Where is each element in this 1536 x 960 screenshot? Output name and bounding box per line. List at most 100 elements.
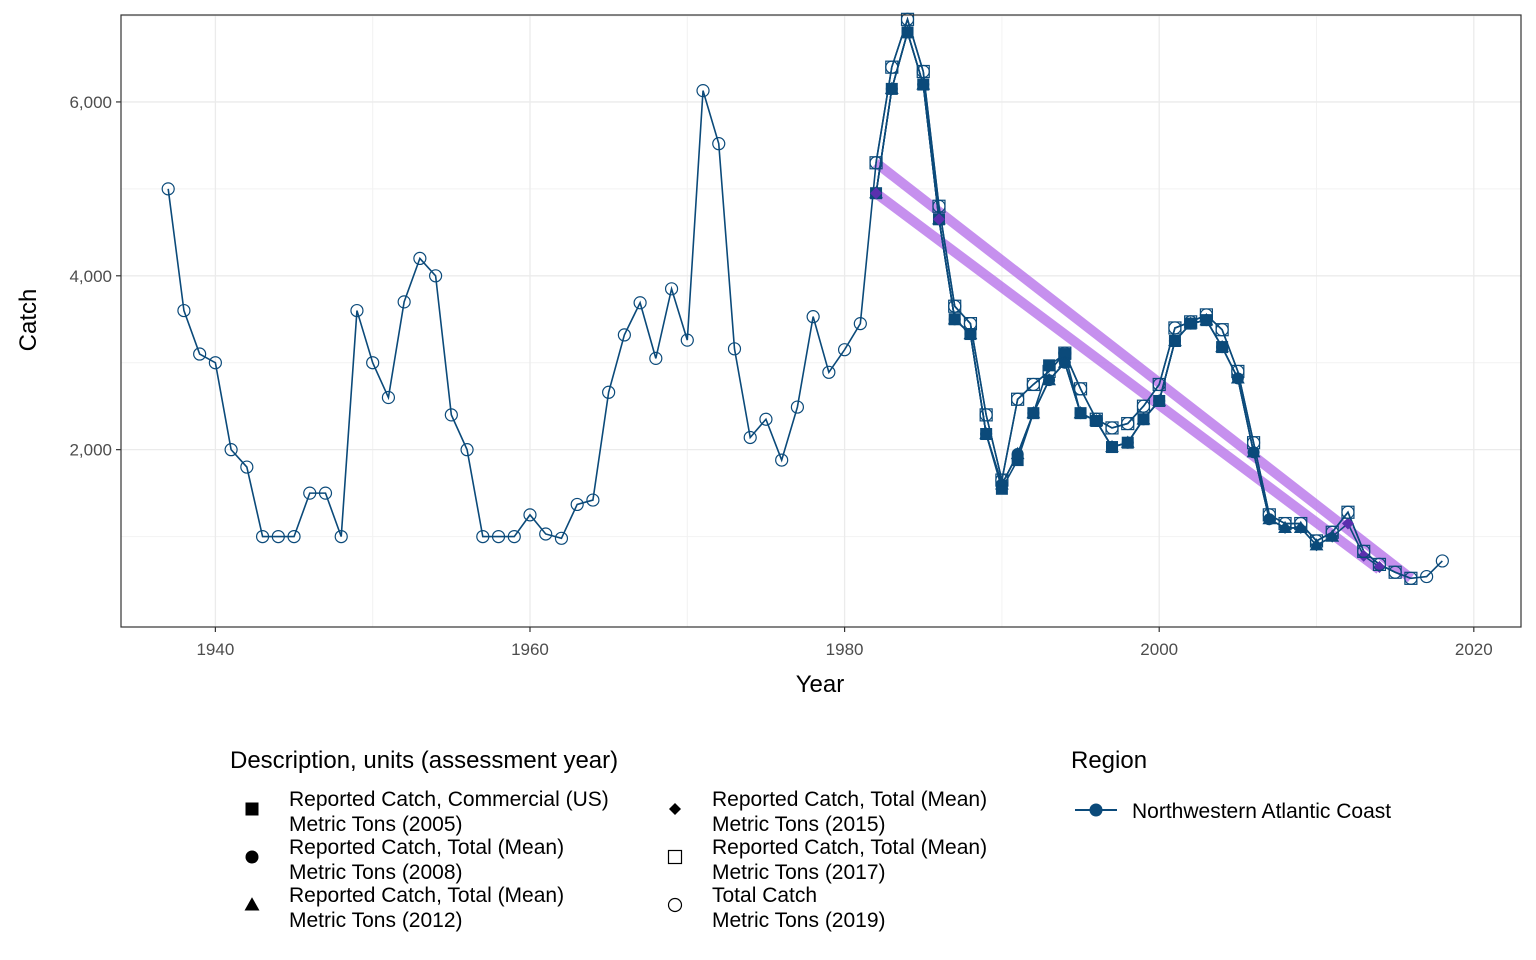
data-point-open-circle xyxy=(775,453,789,467)
data-point-open-circle xyxy=(696,84,710,98)
data-point-diamond xyxy=(870,187,883,200)
legend-label-line2: Metric Tons (2012) xyxy=(289,909,463,932)
data-point-open-circle xyxy=(255,529,270,544)
data-point-open-circle xyxy=(869,156,883,170)
legend-item: Reported Catch, Total (Mean)Metric Tons … xyxy=(244,884,564,932)
data-point-diamond xyxy=(1216,341,1229,354)
data-point-open-circle xyxy=(507,529,521,544)
data-point-open-circle xyxy=(667,897,683,913)
data-point-open-circle xyxy=(649,351,663,365)
legend-label-line2: Metric Tons (2008) xyxy=(289,861,463,884)
data-point-open-circle xyxy=(271,529,285,544)
data-point-open-circle xyxy=(633,296,647,310)
data-point-square xyxy=(245,802,259,816)
region-legend-title: Region xyxy=(1071,747,1147,774)
data-point-diamond xyxy=(1294,521,1307,534)
data-point-diamond xyxy=(885,82,898,95)
legend-label-line2: Metric Tons (2015) xyxy=(712,813,886,836)
x-tick-label: 1980 xyxy=(826,640,864,659)
data-point-open-circle xyxy=(1121,416,1135,431)
data-point-open-circle xyxy=(208,356,222,370)
data-point-open-circle xyxy=(837,343,852,357)
data-point-open-circle xyxy=(822,365,836,379)
data-point-diamond xyxy=(980,428,993,441)
legend-item: Reported Catch, Total (Mean)Metric Tons … xyxy=(669,788,987,836)
data-point-diamond xyxy=(995,478,1008,491)
data-point-diamond xyxy=(1121,436,1134,449)
data-point-open-circle xyxy=(193,347,207,361)
data-point-open-circle xyxy=(303,486,317,500)
data-point-open-circle xyxy=(900,12,915,26)
data-point-open-circle xyxy=(1420,569,1434,584)
y-axis-title: Catch xyxy=(15,289,42,352)
data-point-diamond xyxy=(1153,394,1166,407)
data-point-open-circle xyxy=(161,182,175,196)
data-point-open-circle xyxy=(334,529,348,544)
data-point-open-circle xyxy=(554,531,569,545)
legend-label-line2: Metric Tons (2019) xyxy=(712,909,886,932)
data-point-open-circle xyxy=(1042,364,1056,379)
data-point-diamond xyxy=(1200,314,1213,327)
data-point-open-circle xyxy=(1058,346,1072,360)
data-point-diamond xyxy=(948,313,961,326)
data-point-open-circle xyxy=(602,385,616,399)
y-tick-label: 2,000 xyxy=(69,441,112,460)
data-point-open-circle xyxy=(712,137,726,151)
region-legend-label: Northwestern Atlantic Coast xyxy=(1132,800,1391,823)
legend-label-line1: Reported Catch, Total (Mean) xyxy=(289,884,564,907)
data-point-open-circle xyxy=(1309,534,1324,548)
data-point-diamond xyxy=(1168,334,1181,347)
trend-line xyxy=(872,158,1414,583)
data-point-open-circle xyxy=(1199,308,1213,322)
region-legend-item: Northwestern Atlantic Coast xyxy=(1075,800,1391,823)
data-point-open-circle xyxy=(853,317,867,331)
data-point-open-circle xyxy=(680,333,694,347)
data-point-open-circle xyxy=(1357,544,1371,558)
data-point-open-circle xyxy=(1168,321,1182,335)
data-point-open-circle xyxy=(979,408,993,422)
legend-label-line1: Total Catch xyxy=(712,884,817,907)
x-tick-label: 2000 xyxy=(1140,640,1178,659)
data-point-circle xyxy=(245,850,259,864)
data-point-open-circle xyxy=(948,299,962,313)
data-point-open-circle xyxy=(1435,554,1449,568)
data-point-open-circle xyxy=(586,493,600,507)
data-point-open-circle xyxy=(1152,377,1166,392)
data-point-square xyxy=(1058,348,1071,361)
data-point-open-circle xyxy=(539,527,553,541)
data-point-open-square xyxy=(667,849,683,865)
data-point-open-circle xyxy=(287,529,301,544)
data-point-open-circle xyxy=(617,328,631,342)
x-tick-label: 2020 xyxy=(1455,640,1493,659)
trend-lines xyxy=(872,158,1414,583)
data-point-diamond xyxy=(1310,539,1323,552)
gridlines xyxy=(121,15,1521,627)
data-point-open-circle xyxy=(995,473,1009,487)
data-point-open-circle xyxy=(759,412,773,426)
data-point-diamond xyxy=(1279,521,1292,534)
data-point-open-circle xyxy=(1278,516,1292,531)
data-point-open-circle xyxy=(350,303,364,318)
data-point-open-circle xyxy=(1073,382,1088,396)
data-point-open-circle xyxy=(397,295,411,309)
legend: Reported Catch, Commercial (US)Metric To… xyxy=(244,788,987,932)
data-point-open-circle xyxy=(413,251,427,266)
data-point-open-circle xyxy=(1246,436,1261,450)
data-point-diamond xyxy=(1137,413,1150,426)
data-point-diamond xyxy=(1011,448,1024,461)
data-point-open-circle xyxy=(460,443,474,457)
series-line xyxy=(167,16,1443,580)
data-point-open-circle xyxy=(444,408,458,422)
data-point-open-circle xyxy=(1372,557,1387,572)
data-point-open-circle xyxy=(240,460,254,474)
data-point-diamond xyxy=(1326,530,1339,543)
legend-label-line1: Reported Catch, Total (Mean) xyxy=(712,836,987,859)
data-point-open-circle xyxy=(727,342,742,356)
data-point-diamond xyxy=(964,328,977,341)
data-point-open-circle xyxy=(1089,412,1103,426)
data-point-open-circle xyxy=(1136,399,1151,413)
data-point-open-circle xyxy=(366,356,380,370)
data-point-open-circle xyxy=(806,310,820,324)
legend-label-line2: Metric Tons (2005) xyxy=(289,813,463,836)
